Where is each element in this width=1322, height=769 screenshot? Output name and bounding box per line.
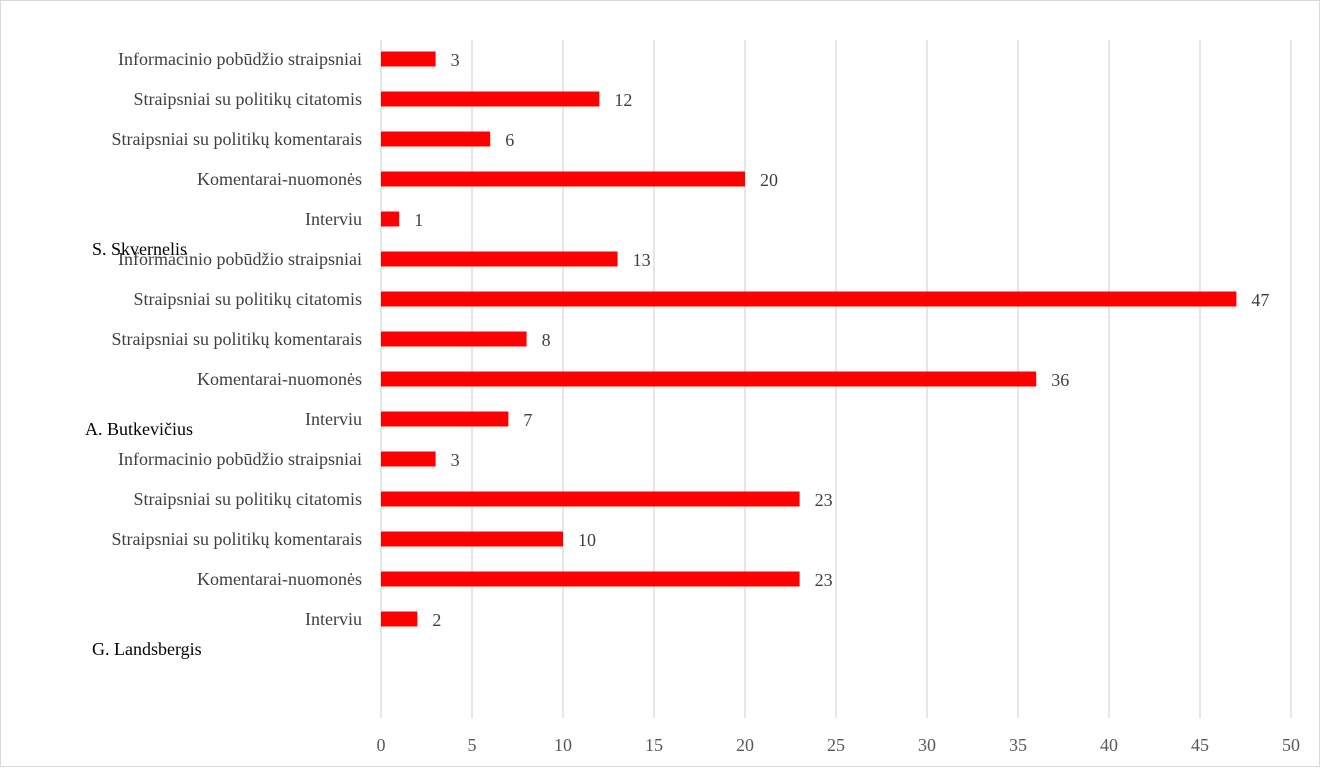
bar — [381, 611, 418, 627]
group-label: A. Butkevičius — [85, 419, 193, 439]
x-tick-label: 5 — [468, 735, 477, 755]
category-label: Komentarai-nuomonės — [197, 369, 362, 389]
x-tick-label: 50 — [1282, 735, 1300, 755]
bar — [381, 491, 800, 507]
category-label: Komentarai-nuomonės — [197, 169, 362, 189]
bar — [381, 51, 436, 67]
category-label: Informacinio pobūdžio straipsniai — [118, 249, 362, 269]
data-label: 6 — [505, 130, 514, 150]
group-labels: S. Skvernelis A. Butkevičius G. Landsbergi… — [85, 239, 202, 659]
category-label: Informacinio pobūdžio straipsniai — [118, 449, 362, 469]
x-axis-ticks: 0 5 10 15 20 25 30 35 40 45 50 — [377, 735, 1301, 755]
data-label: 8 — [542, 330, 551, 350]
bar — [381, 411, 509, 427]
category-label: Informacinio pobūdžio straipsniai — [118, 49, 362, 69]
data-label: 36 — [1051, 370, 1069, 390]
data-label: 10 — [578, 530, 596, 550]
x-tick-label: 20 — [736, 735, 754, 755]
bar — [381, 91, 600, 107]
data-label: 20 — [760, 170, 778, 190]
data-label: 47 — [1251, 290, 1269, 310]
category-label: Straipsniai su politikų komentarais — [112, 329, 362, 349]
category-label: Straipsniai su politikų citatomis — [134, 489, 363, 509]
x-tick-label: 0 — [377, 735, 386, 755]
x-tick-label: 10 — [554, 735, 572, 755]
data-label: 13 — [633, 250, 651, 270]
bar — [381, 171, 745, 187]
category-label: Straipsniai su politikų citatomis — [134, 89, 363, 109]
group-label: G. Landsbergis — [92, 639, 202, 659]
bar — [381, 251, 618, 267]
category-label: Straipsniai su politikų komentarais — [112, 529, 362, 549]
x-tick-label: 35 — [1009, 735, 1027, 755]
data-label: 23 — [815, 570, 833, 590]
category-label: Straipsniai su politikų citatomis — [134, 289, 363, 309]
data-label: 1 — [414, 210, 423, 230]
data-label: 23 — [815, 490, 833, 510]
group-label: S. Skvernelis — [92, 239, 187, 259]
category-label: Interviu — [305, 609, 362, 629]
gridlines — [380, 40, 1292, 718]
bar — [381, 371, 1037, 387]
category-label: Straipsniai su politikų komentarais — [112, 129, 362, 149]
bar — [381, 211, 400, 227]
bars — [381, 51, 1237, 627]
x-tick-label: 15 — [645, 735, 663, 755]
bar — [381, 451, 436, 467]
x-tick-label: 30 — [918, 735, 936, 755]
x-tick-label: 40 — [1100, 735, 1118, 755]
x-tick-label: 45 — [1191, 735, 1209, 755]
bar — [381, 531, 563, 547]
category-label: Interviu — [305, 209, 362, 229]
category-label: Interviu — [305, 409, 362, 429]
x-tick-label: 25 — [827, 735, 845, 755]
bar — [381, 291, 1237, 307]
category-labels: Informacinio pobūdžio straipsniai Straips… — [112, 49, 362, 629]
category-label: Komentarai-nuomonės — [197, 569, 362, 589]
bar — [381, 331, 527, 347]
bar — [381, 131, 491, 147]
data-label: 7 — [523, 410, 532, 430]
bar — [381, 571, 800, 587]
data-label: 12 — [614, 90, 632, 110]
data-labels: 3 12 6 20 1 13 47 8 36 7 3 23 10 23 2 — [414, 50, 1269, 630]
data-label: 2 — [432, 610, 441, 630]
data-label: 3 — [451, 450, 460, 470]
data-label: 3 — [451, 50, 460, 70]
